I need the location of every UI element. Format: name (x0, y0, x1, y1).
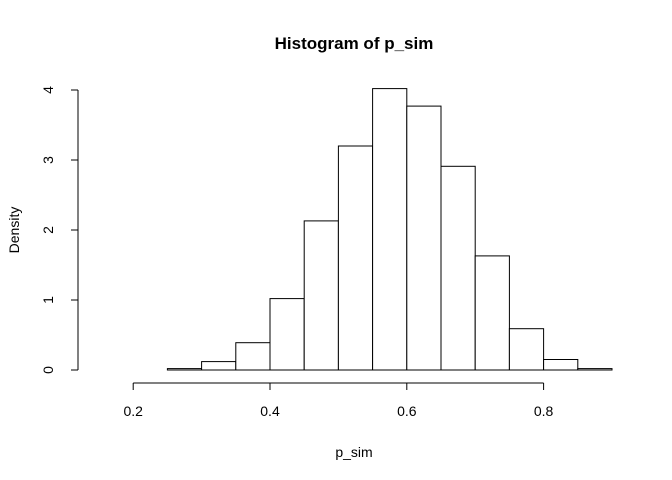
y-axis: 0 1 2 3 4 (40, 86, 79, 374)
histogram-bar (166, 368, 203, 371)
x-tick-label: 0.6 (397, 403, 417, 419)
histogram-bars (166, 88, 613, 371)
histogram-bar (372, 88, 408, 371)
histogram-bar (201, 361, 237, 371)
chart-title: Histogram of p_sim (275, 34, 434, 53)
x-tick-label: 0.8 (534, 403, 554, 419)
histogram-bar (235, 342, 271, 371)
histogram-bar (406, 105, 442, 371)
y-tick-label: 0 (40, 366, 56, 374)
y-axis-label: Density (6, 207, 22, 254)
histogram-bar (337, 145, 374, 371)
histogram-bar (508, 328, 545, 371)
histogram-bar (440, 165, 476, 371)
y-tick-label: 4 (40, 86, 56, 94)
y-tick-label: 3 (40, 156, 56, 164)
histogram-bar (303, 220, 339, 371)
histogram-bar (269, 298, 305, 371)
histogram-bar (474, 255, 510, 371)
x-axis: 0.2 0.4 0.6 0.8 (123, 382, 554, 419)
y-tick-label: 1 (40, 296, 56, 304)
x-axis-label: p_sim (335, 444, 372, 460)
x-tick-label: 0.2 (123, 403, 143, 419)
x-tick-label: 0.4 (260, 403, 280, 419)
y-tick-label: 2 (40, 226, 56, 234)
histogram-bar (543, 359, 579, 371)
histogram-bar (577, 368, 613, 371)
